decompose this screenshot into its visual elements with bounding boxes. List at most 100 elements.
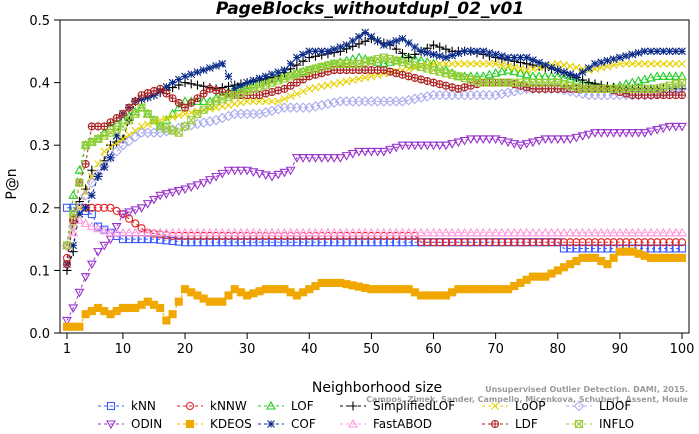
- point-ldof: [130, 131, 141, 143]
- point-odin: [652, 126, 663, 135]
- point-ldf-plus: [461, 83, 469, 91]
- point-odin: [621, 129, 632, 138]
- point-knn: [305, 238, 314, 247]
- point-fastabod: [260, 227, 271, 237]
- point-inflo: [392, 56, 401, 65]
- point-odin: [670, 122, 681, 132]
- point-knn: [162, 236, 171, 245]
- point-loop: [572, 63, 581, 72]
- point-fastabod: [322, 227, 333, 237]
- point-ldf-plus: [423, 77, 431, 85]
- point-fastabod: [99, 225, 110, 235]
- point-odin: [142, 200, 153, 209]
- point-fastabod: [527, 227, 538, 237]
- point-cof: [634, 48, 643, 57]
- point-fastabod: [590, 227, 600, 237]
- point-inflo: [504, 78, 513, 87]
- point-odin: [366, 147, 377, 157]
- point-loop: [504, 62, 512, 71]
- x-tick-label: 20: [177, 342, 194, 357]
- point-knn: [354, 238, 364, 247]
- point-odin: [565, 135, 576, 145]
- legend-label-odin: ODIN: [131, 417, 162, 431]
- point-lof: [68, 190, 79, 199]
- point-loop: [491, 59, 500, 68]
- point-simplifiedlof: [292, 60, 302, 70]
- point-lof: [509, 66, 520, 76]
- point-ldf-plus: [144, 89, 152, 97]
- x-tick-label: 60: [425, 342, 442, 357]
- point-inflo: [398, 58, 407, 67]
- point-cof: [504, 53, 512, 62]
- point-loop: [268, 97, 276, 106]
- point-fastabod: [403, 227, 414, 237]
- point-knn: [187, 238, 196, 247]
- point-cof: [330, 45, 339, 54]
- point-loop: [529, 64, 537, 73]
- point-inflo: [677, 78, 687, 87]
- point-loop: [665, 59, 674, 68]
- point-odin: [242, 166, 253, 176]
- point-knnw: [597, 238, 606, 247]
- point-inflo: [547, 78, 556, 87]
- point-odin: [192, 181, 203, 190]
- point-cof: [373, 36, 382, 45]
- x-tick-label: 80: [549, 342, 566, 357]
- point-fastabod: [149, 227, 159, 237]
- point-inflo: [373, 55, 382, 64]
- point-fastabod: [633, 227, 644, 237]
- point-fastabod: [130, 227, 141, 237]
- point-cof: [454, 49, 463, 58]
- point-odin: [552, 135, 563, 145]
- y-tick-label: 0.4: [29, 77, 50, 92]
- point-cof: [591, 59, 599, 68]
- point-cof: [69, 241, 78, 250]
- point-inflo: [590, 84, 600, 93]
- point-fastabod: [217, 227, 228, 237]
- point-kdeos: [162, 316, 171, 325]
- point-knn: [392, 238, 401, 247]
- point-knn: [323, 238, 332, 247]
- point-loop: [454, 59, 463, 68]
- point-loop: [671, 59, 680, 68]
- point-ldof: [310, 101, 321, 112]
- legend-item-knn: kNN: [98, 399, 156, 413]
- point-odin: [465, 135, 476, 145]
- point-fastabod: [111, 227, 122, 237]
- point-knnw: [677, 238, 687, 247]
- point-cof: [429, 50, 438, 59]
- point-cof: [466, 47, 475, 56]
- point-loop: [522, 66, 531, 74]
- point-odin: [434, 141, 445, 151]
- point-fastabod: [310, 227, 321, 237]
- point-odin: [86, 260, 97, 270]
- point-ldf-plus: [218, 88, 226, 96]
- point-inflo: [305, 66, 314, 75]
- point-cof: [81, 203, 90, 212]
- point-knn: [404, 238, 413, 247]
- point-cof: [230, 84, 239, 93]
- point-loop: [106, 143, 115, 152]
- point-fastabod: [117, 227, 128, 237]
- point-fastabod: [571, 227, 582, 237]
- point-knnw: [547, 238, 556, 247]
- point-cof: [417, 47, 425, 56]
- point-ldof: [397, 96, 408, 107]
- point-fastabod: [658, 227, 669, 237]
- point-fastabod: [409, 227, 420, 237]
- point-knnw: [485, 238, 494, 247]
- point-odin: [68, 304, 79, 314]
- point-knn: [330, 238, 339, 247]
- legend-label-inflo: INFLO: [599, 417, 634, 431]
- point-fastabod: [167, 227, 178, 237]
- point-cof: [640, 47, 649, 56]
- point-odin: [403, 141, 414, 151]
- point-fastabod: [385, 227, 395, 237]
- point-ldof: [204, 116, 216, 127]
- point-knn: [665, 244, 674, 253]
- point-cof: [305, 47, 314, 56]
- point-inflo: [379, 53, 388, 62]
- point-cof: [566, 70, 575, 79]
- point-fastabod: [211, 227, 222, 237]
- point-inflo: [640, 84, 649, 93]
